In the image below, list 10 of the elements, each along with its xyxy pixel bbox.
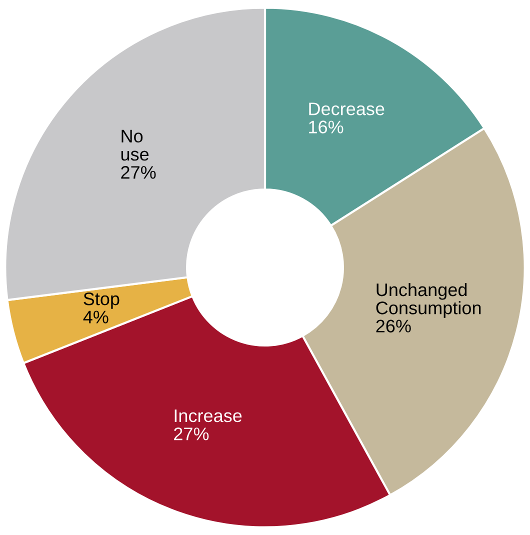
slice-label: Stop bbox=[84, 292, 120, 309]
data-label: 26% bbox=[376, 320, 411, 332]
slice-label: Decrease bbox=[309, 102, 384, 116]
slice-label: Increase bbox=[174, 410, 242, 422]
data-label: 27% bbox=[174, 428, 209, 440]
slice-label: No use bbox=[121, 130, 149, 161]
data-label: 27% bbox=[121, 166, 156, 179]
slice-label: Unchanged Consumption bbox=[376, 282, 481, 318]
data-label: 4% bbox=[83, 310, 108, 324]
data-label: 16% bbox=[309, 120, 344, 134]
